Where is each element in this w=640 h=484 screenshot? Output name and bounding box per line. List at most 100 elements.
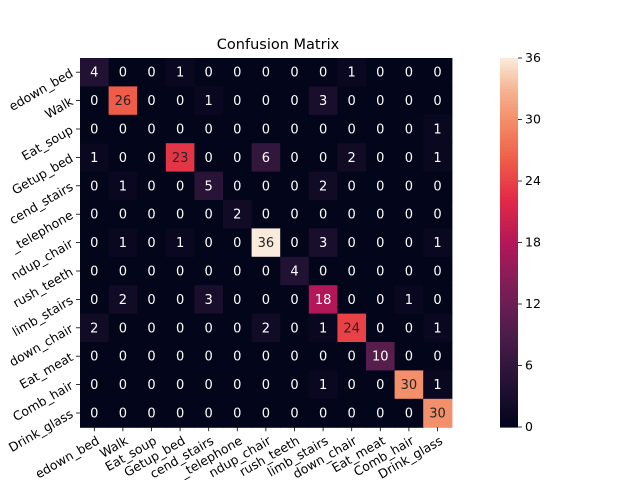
cell-value-label: 0 xyxy=(147,350,155,365)
cell-value-label: 0 xyxy=(405,350,413,365)
cell-value-label: 0 xyxy=(233,407,241,422)
heatmap-cell xyxy=(423,86,453,116)
heatmap-cell xyxy=(423,285,453,315)
heatmap-cell xyxy=(223,256,253,286)
heatmap-cell xyxy=(423,228,453,258)
cell-value-label: 0 xyxy=(233,293,241,308)
heatmap-cell xyxy=(394,143,424,173)
heatmap-cell xyxy=(80,143,110,173)
colorbar-segment xyxy=(500,214,518,219)
cell-value-label: 0 xyxy=(405,179,413,194)
colorbar-segment xyxy=(500,208,518,213)
cell-value-label: 0 xyxy=(233,236,241,251)
colorbar-segment xyxy=(500,371,518,376)
colorbar-segment xyxy=(500,141,518,145)
colorbar-segment xyxy=(500,242,518,247)
cell-value-label: 0 xyxy=(290,94,298,109)
cell-value-label: 0 xyxy=(376,151,384,166)
heatmap-cell xyxy=(165,370,195,400)
cell-value-label: 0 xyxy=(262,378,270,393)
cell-value-label: 0 xyxy=(376,179,384,194)
cell-value-label: 0 xyxy=(176,208,184,223)
heatmap-cell xyxy=(251,200,281,229)
cell-value-label: 0 xyxy=(147,265,155,280)
colorbar-tick-label: 36 xyxy=(525,50,541,65)
chart-title: Confusion Matrix xyxy=(217,37,340,53)
colorbar-segment xyxy=(500,402,518,407)
colorbar-segment xyxy=(500,343,518,348)
colorbar-segment xyxy=(500,420,518,425)
cell-value-label: 1 xyxy=(433,151,441,166)
heatmap-cell xyxy=(80,285,110,315)
heatmap-cell xyxy=(251,143,281,173)
colorbar-segment xyxy=(500,411,518,416)
colorbar-segment xyxy=(500,251,518,256)
colorbar-segment xyxy=(500,153,518,157)
heatmap-cell xyxy=(108,370,138,400)
colorbar-segment xyxy=(500,310,518,314)
colorbar-segment xyxy=(500,177,518,182)
colorbar-tick-label: 6 xyxy=(525,358,533,373)
cell-value-label: 0 xyxy=(90,208,98,223)
heatmap-cell xyxy=(108,143,138,173)
heatmap-cell xyxy=(251,285,281,315)
cell-value-label: 0 xyxy=(205,350,213,365)
cell-value-label: 0 xyxy=(433,94,441,109)
heatmap-cell xyxy=(308,342,338,371)
heatmap-cell-values: 4 0 0 1 0 0 0 0 0 1 0 0 00 26 0 0 1 0 0 0 3 0 0 0 00 0 0 0 0 0 0 0 0 0 0 0 1… xyxy=(90,66,446,422)
heatmap-cell xyxy=(337,228,367,258)
cell-value-label: 0 xyxy=(205,321,213,336)
colorbar-segment xyxy=(500,97,518,102)
heatmap-cell xyxy=(223,228,253,258)
heatmap-cell xyxy=(251,398,281,428)
heatmap-cell xyxy=(165,398,195,428)
colorbar-segment xyxy=(500,230,518,234)
cell-value-label: 0 xyxy=(376,236,384,251)
heatmap-cell xyxy=(337,143,367,173)
heatmap-cell xyxy=(80,228,110,258)
heatmap-cell xyxy=(423,313,453,343)
cell-value-label: 1 xyxy=(348,66,356,81)
heatmap-cell xyxy=(337,200,367,229)
cell-value-label: 3 xyxy=(205,293,213,308)
colorbar-segment xyxy=(500,423,518,428)
cell-value-label: 0 xyxy=(319,123,327,138)
cell-value-label: 0 xyxy=(290,350,298,365)
heatmap-cell xyxy=(80,171,110,201)
colorbar-segment xyxy=(500,116,518,121)
heatmap-cell xyxy=(108,285,138,315)
colorbar-segment xyxy=(500,199,518,204)
cell-value-label: 0 xyxy=(176,378,184,393)
colorbar-segment xyxy=(500,383,518,388)
colorbar-segment xyxy=(500,353,518,357)
heatmap-cell xyxy=(223,313,253,343)
cell-value-label: 1 xyxy=(433,123,441,138)
colorbar-segment xyxy=(500,131,518,136)
cell-value-label: 0 xyxy=(119,321,127,336)
heatmap-cell xyxy=(251,313,281,343)
heatmap-cell xyxy=(223,143,253,173)
colorbar-segment xyxy=(500,273,518,277)
heatmap-cell xyxy=(366,228,396,258)
colorbar-segment xyxy=(500,91,518,96)
heatmap-cell xyxy=(337,256,367,286)
colorbar-segment xyxy=(500,297,518,302)
heatmap-cell xyxy=(194,370,224,400)
heatmap-cell xyxy=(194,228,224,258)
heatmap-cell xyxy=(251,114,281,144)
cell-value-label: 2 xyxy=(90,321,98,336)
heatmap-cell xyxy=(137,171,167,201)
colorbar-tick-label: 30 xyxy=(525,112,541,127)
heatmap-cell xyxy=(280,114,310,144)
heatmap-cell xyxy=(366,342,396,371)
cell-value-label: 0 xyxy=(176,123,184,138)
cell-value-label: 0 xyxy=(433,293,441,308)
colorbar-segment xyxy=(500,267,518,271)
colorbar-segment xyxy=(500,260,518,265)
heatmap-cell xyxy=(80,58,110,87)
cell-value-label: 0 xyxy=(233,151,241,166)
colorbar-segment xyxy=(500,122,518,127)
heatmap-cell xyxy=(280,143,310,173)
colorbar-segment xyxy=(500,181,518,185)
